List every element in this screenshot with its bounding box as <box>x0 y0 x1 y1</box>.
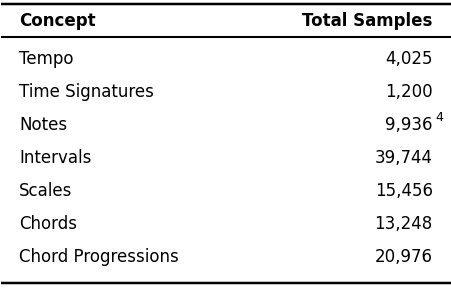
Text: Time Signatures: Time Signatures <box>19 83 154 101</box>
Text: Concept: Concept <box>19 12 96 30</box>
Text: Notes: Notes <box>19 116 67 134</box>
Text: 4,025: 4,025 <box>384 50 432 68</box>
Text: 15,456: 15,456 <box>374 182 432 200</box>
Text: 39,744: 39,744 <box>374 149 432 167</box>
Text: 4: 4 <box>434 111 442 124</box>
Text: Chords: Chords <box>19 215 77 233</box>
Text: 13,248: 13,248 <box>373 215 432 233</box>
Text: 20,976: 20,976 <box>374 248 432 266</box>
Text: Tempo: Tempo <box>19 50 74 68</box>
Text: Scales: Scales <box>19 182 73 200</box>
Text: Chord Progressions: Chord Progressions <box>19 248 179 266</box>
Text: Intervals: Intervals <box>19 149 92 167</box>
Text: Total Samples: Total Samples <box>302 12 432 30</box>
Text: 1,200: 1,200 <box>384 83 432 101</box>
Text: 9,936: 9,936 <box>384 116 432 134</box>
